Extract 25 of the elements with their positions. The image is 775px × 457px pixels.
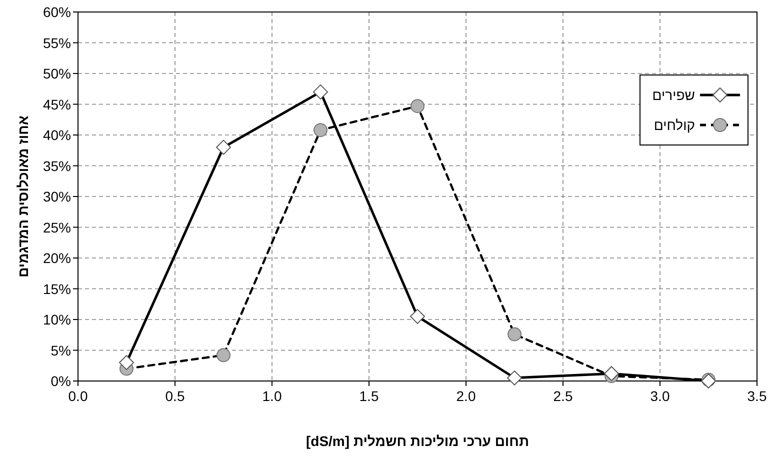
y-tick-label: 40%: [42, 127, 71, 143]
y-tick-label: 20%: [42, 250, 71, 266]
y-tick-label: 5%: [50, 342, 71, 358]
y-tick-label: 15%: [42, 280, 71, 297]
x-tick-label: 0.5: [165, 388, 185, 404]
y-tick-label: 25%: [42, 219, 71, 236]
x-tick-label: 0.0: [68, 388, 88, 404]
y-tick-label: 35%: [42, 158, 71, 174]
x-tick-label: 2.5: [553, 388, 573, 404]
x-tick-label: 2.0: [456, 388, 476, 404]
y-tick-label: 30%: [42, 188, 71, 204]
x-axis-title: תחום ערכי מוליכות חשמלית [dS/m]: [306, 433, 530, 449]
x-tick-label: 3.0: [650, 388, 670, 404]
y-tick-label: 50%: [42, 66, 71, 82]
legend-label: קולחים: [654, 117, 695, 133]
legend-label: שפירים: [652, 87, 695, 103]
y-tick-label: 60%: [42, 4, 71, 20]
x-tick-label: 3.5: [747, 388, 767, 404]
y-axis-title: אחוז מאוכלוסית המדגמים: [15, 115, 31, 278]
x-tick-label: 1.0: [262, 388, 282, 404]
y-tick-label: 45%: [42, 96, 71, 112]
y-tick-label: 55%: [42, 34, 71, 51]
y-tick-label: 0%: [50, 373, 71, 389]
x-tick-label: 1.5: [359, 388, 379, 404]
y-tick-label: 10%: [42, 312, 71, 328]
